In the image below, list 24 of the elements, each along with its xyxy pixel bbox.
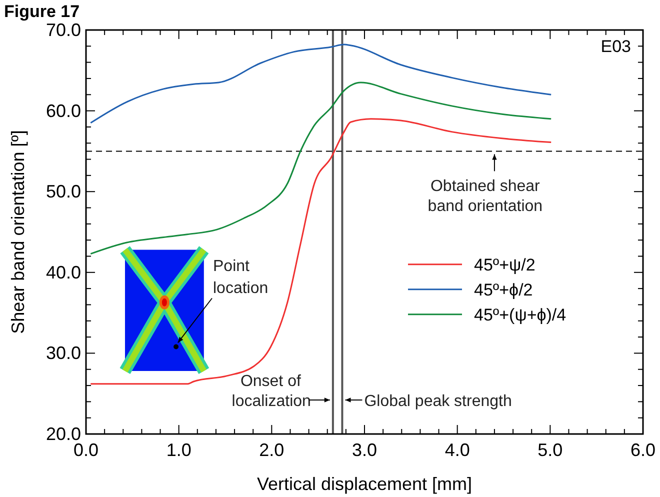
line-series <box>90 82 552 255</box>
y-tick-label: 50.0 <box>46 182 81 202</box>
y-tick-label: 70.0 <box>46 20 81 40</box>
chart-title: Figure 17 <box>4 2 80 21</box>
ref-line-label: Obtained shear band orientation <box>428 178 543 216</box>
x-tick-label: 6.0 <box>630 440 656 460</box>
x-tick-label: 3.0 <box>352 440 378 460</box>
y-tick-label: 30.0 <box>46 343 81 364</box>
legend-label: 45º+ψ/2 <box>474 255 536 274</box>
line-series <box>90 44 552 124</box>
x-tick-label: 4.0 <box>444 440 470 460</box>
x-tick-label: 1.0 <box>166 440 192 460</box>
y-tick-label: 60.0 <box>46 100 81 121</box>
legend-label: 45º+(ψ+ϕ)/4 <box>474 305 566 324</box>
y-axis-title: Shear band orientation [º] <box>8 130 28 334</box>
y-tick-label: 40.0 <box>46 262 81 282</box>
annotation: E03 <box>600 37 631 56</box>
x-tick-label: 5.0 <box>538 440 563 460</box>
x-tick-label: 2.0 <box>259 440 284 460</box>
ref-line-label: Onset of localization <box>232 373 311 410</box>
ref-line-label: Global peak strength <box>364 393 512 410</box>
legend-label: 45º+ϕ/2 <box>474 280 533 300</box>
annotation: Point location <box>213 258 268 297</box>
x-axis-title: Vertical displacement [mm] <box>256 474 472 494</box>
